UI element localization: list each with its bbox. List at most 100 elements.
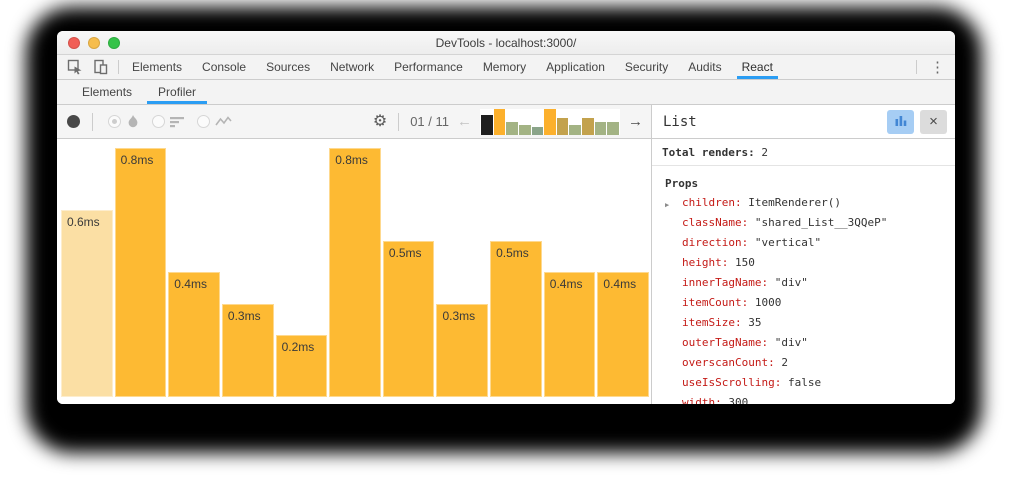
snapshot-mini-bar-8[interactable] [569,124,582,135]
bar-duration-label: 0.8ms [335,153,368,167]
profiler-toolbar: ⚙ 01 / 11 ← → [57,105,651,139]
profiler-pane: ⚙ 01 / 11 ← → 0.6ms 0.8ms 0.4ms 0.3ms 0.2ms 0… [57,105,651,404]
previous-snapshot-icon[interactable]: ← [457,113,472,130]
tab-elements[interactable]: Elements [132,60,183,74]
ranked-radio[interactable] [152,115,165,128]
divider [916,60,917,74]
commit-bar-2[interactable]: 0.8ms [114,148,167,397]
snapshot-navigation: ⚙ 01 / 11 ← → [373,108,643,136]
snapshot-mini-bar-4[interactable] [518,124,531,135]
bar-duration-label: 0.3ms [227,309,261,323]
flamegraph-radio[interactable] [108,115,121,128]
total-renders-row: Total renders: 2 [652,139,955,166]
commit-bar-6[interactable]: 0.8ms [329,148,381,397]
prop-key: itemCount: [682,296,749,309]
commit-bar-11[interactable]: 0.4ms [597,272,650,397]
snapshot-mini-bar-3[interactable] [506,121,518,135]
view-option-interactions[interactable] [197,115,232,128]
tab-console[interactable]: Console [202,60,247,74]
prop-row-innertagname: innerTagName: "div" [652,273,955,293]
devtools-window: DevTools - localhost:3000/ Elements Conso… [57,31,955,404]
tab-performance[interactable]: Performance [394,60,463,74]
bar-chart-icon [895,113,907,131]
expand-caret-icon[interactable]: ▶ [665,201,670,209]
prop-row-overscancount: overscanCount: 2 [652,353,955,373]
bar-duration-label: 0.5ms [496,246,529,260]
divider [118,60,119,74]
commit-bar-8[interactable]: 0.3ms [436,304,489,397]
snapshot-mini-bar-11[interactable] [607,121,620,135]
prop-value: "div" [774,336,808,349]
commit-bar-1[interactable]: 0.6ms [61,210,113,397]
view-option-flamegraph[interactable] [108,114,140,129]
snapshot-mini-bar-2[interactable] [493,108,506,135]
prop-value: 2 [781,356,788,369]
prop-key: useIsScrolling: [682,376,782,389]
next-snapshot-icon[interactable]: → [628,113,643,130]
prop-row-classname: className: "shared_List__3QQeP" [652,213,955,233]
prop-row-itemsize: itemSize: 35 [652,313,955,333]
commit-bar-4[interactable]: 0.3ms [221,304,274,397]
inspect-element-icon[interactable] [67,59,83,75]
props-list: ▶ children: ItemRenderer() className: "sha… [652,193,955,405]
bar-duration-label: 0.6ms [67,215,100,229]
more-options-icon[interactable]: ⋮ [930,59,945,76]
tab-sources[interactable]: Sources [266,60,311,74]
tab-react[interactable]: React [732,55,783,79]
prop-row-useisscrolling: useIsScrolling: false [652,373,955,393]
device-toolbar-icon[interactable] [93,59,109,75]
commit-bar-9[interactable]: 0.5ms [490,241,542,397]
view-option-ranked[interactable] [152,115,185,128]
subtab-elements[interactable]: Elements [82,85,133,99]
snapshot-mini-bar-1[interactable] [481,115,493,135]
commit-bar-7[interactable]: 0.5ms [382,241,435,397]
settings-gear-icon[interactable]: ⚙ [372,112,388,130]
commit-bar-5[interactable]: 0.2ms [275,335,328,397]
tab-audits[interactable]: Audits [688,60,722,74]
bar-duration-label: 0.2ms [281,340,315,354]
close-icon: × [929,113,938,130]
prop-key: className: [682,216,749,229]
close-window-button[interactable] [68,37,80,49]
interactions-radio[interactable] [197,115,210,128]
react-subtab-bar: Elements Profiler [57,80,955,105]
bar-duration-label: 0.4ms [174,277,207,291]
snapshot-mini-bar-7[interactable] [556,118,569,135]
record-profile-button[interactable] [67,115,80,128]
snapshot-mini-bar-10[interactable] [594,121,607,135]
render-chart-button[interactable] [887,109,914,134]
commit-bar-10[interactable]: 0.4ms [543,272,596,397]
snapshot-mini-bar-5[interactable] [531,127,544,135]
tab-network[interactable]: Network [330,60,375,74]
prop-value: 35 [748,316,762,329]
close-panel-button[interactable]: × [920,109,947,134]
snapshot-mini-bar-9[interactable] [582,118,594,135]
component-panel-header: List × [652,105,955,139]
traffic-lights [68,37,120,49]
bar-duration-label: 0.4ms [603,277,637,291]
panel-actions: × [887,109,947,134]
prop-row-children[interactable]: ▶ children: ItemRenderer() [652,193,955,213]
prop-key: itemSize: [682,316,742,329]
minimize-window-button[interactable] [88,37,100,49]
snapshot-counter: 01 / 11 [410,114,449,129]
interactions-chart-icon [215,115,232,128]
bar-duration-label: 0.3ms [442,309,476,323]
component-name: List [663,113,697,130]
commit-bar-3[interactable]: 0.4ms [168,272,220,397]
tab-security[interactable]: Security [624,60,669,74]
subtab-profiler[interactable]: Profiler [145,80,209,104]
tab-application[interactable]: Application [546,60,605,74]
zoom-window-button[interactable] [108,37,120,49]
snapshot-selector-strip[interactable] [480,108,620,135]
tab-memory[interactable]: Memory [482,60,527,74]
prop-value: "div" [774,276,808,289]
snapshot-mini-bar-6[interactable] [544,108,556,135]
prop-key: height: [682,256,729,269]
bar-duration-label: 0.5ms [388,246,422,260]
prop-key: direction: [682,236,749,249]
prop-key: width: [682,396,722,405]
prop-key: children: [682,196,742,209]
prop-key: outerTagName: [682,336,769,349]
content-area: ⚙ 01 / 11 ← → 0.6ms 0.8ms 0.4ms 0.3ms 0.2ms 0… [57,105,955,404]
